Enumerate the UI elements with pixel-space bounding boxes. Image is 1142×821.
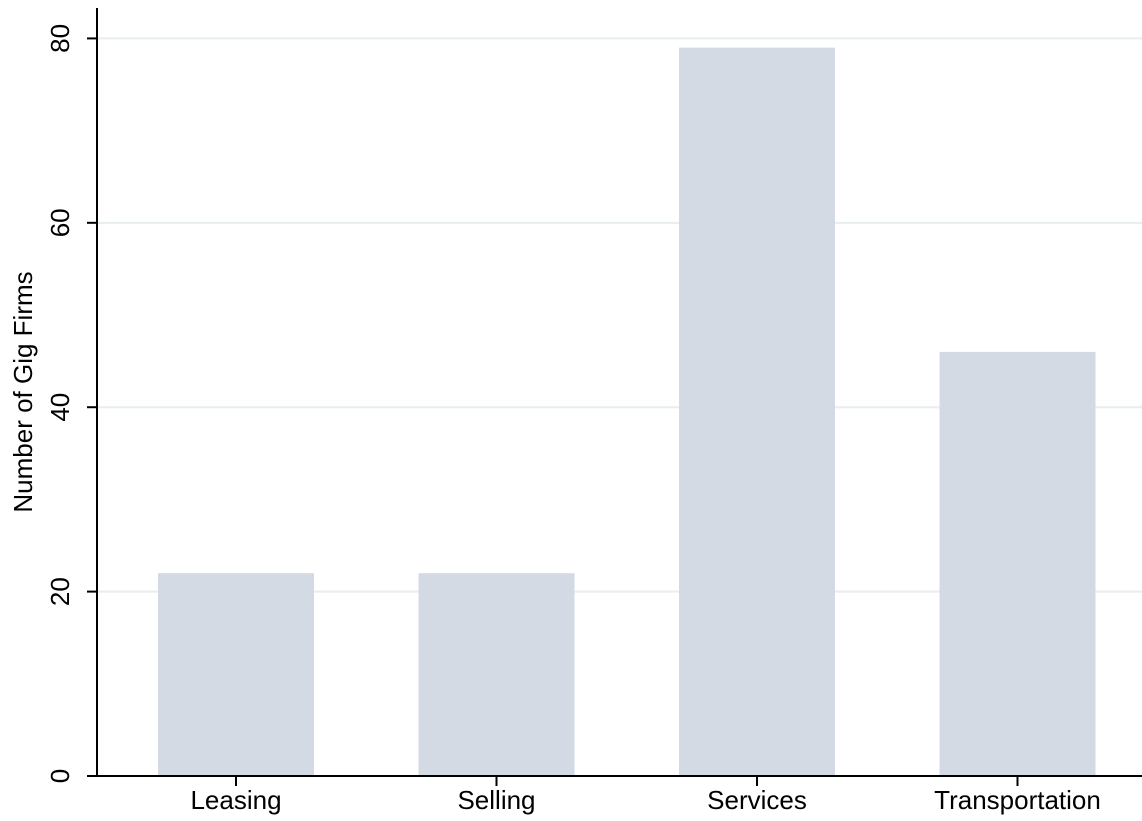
y-tick-label: 0 xyxy=(45,769,75,783)
y-tick-label: 80 xyxy=(45,24,75,53)
bar xyxy=(158,573,314,776)
y-axis-label: Number of Gig Firms xyxy=(8,271,38,512)
x-tick-label: Transportation xyxy=(934,785,1101,815)
y-tick-label: 60 xyxy=(45,208,75,237)
x-tick-label: Services xyxy=(707,785,807,815)
x-tick-label: Leasing xyxy=(190,785,281,815)
bar xyxy=(679,47,835,777)
bar xyxy=(418,573,575,776)
x-tick-label: Selling xyxy=(457,785,535,815)
bar xyxy=(939,351,1096,776)
y-tick-label: 20 xyxy=(45,577,75,606)
y-tick-label: 40 xyxy=(45,393,75,422)
